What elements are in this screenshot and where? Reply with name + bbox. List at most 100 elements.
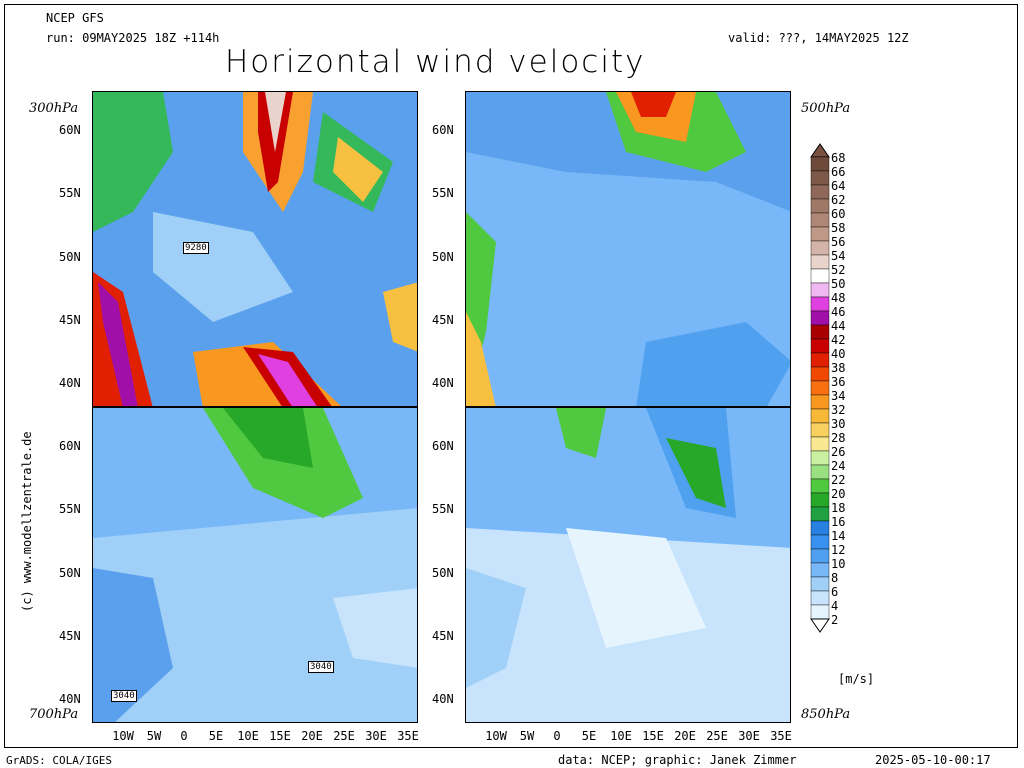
colorbar-tick-label: 42	[831, 333, 846, 347]
lat-label: 50N	[59, 566, 81, 580]
colorbar-tick-label: 16	[831, 515, 846, 529]
level-label-300: 300hPa	[29, 101, 79, 116]
valid-label: valid: ???, 14MAY2025 12Z	[728, 31, 909, 45]
lat-label: 45N	[432, 629, 454, 643]
lat-label: 60N	[432, 439, 454, 453]
wind-map-500hpa	[466, 92, 790, 406]
level-label-850: 850hPa	[801, 707, 851, 722]
colorbar-tick-label: 50	[831, 277, 846, 291]
colorbar-swatch	[810, 268, 830, 284]
chart-title: Horizontal wind velocity	[225, 44, 646, 80]
colorbar-tick-label: 20	[831, 487, 846, 501]
lat-label: 55N	[59, 502, 81, 516]
colorbar-swatch	[810, 492, 830, 508]
colorbar-swatch	[810, 380, 830, 396]
lat-label: 40N	[432, 376, 454, 390]
colorbar-swatch	[810, 296, 830, 312]
colorbar-tick-label: 52	[831, 263, 846, 277]
colorbar-tick-label: 62	[831, 193, 846, 207]
colorbar	[810, 143, 830, 633]
lon-label: 20E	[301, 729, 323, 743]
colorbar-swatch	[810, 464, 830, 480]
lat-label: 45N	[59, 313, 81, 327]
colorbar-tick-label: 6	[831, 585, 839, 599]
lat-label: 45N	[432, 313, 454, 327]
colorbar-swatch	[810, 212, 830, 228]
lon-label: 15E	[642, 729, 664, 743]
colorbar-top-arrow	[810, 143, 830, 158]
footer-credit: data: NCEP; graphic: Janek Zimmer	[558, 753, 797, 767]
wind-map-700hpa	[93, 408, 417, 722]
panel-700hpa: 3040 3040	[92, 407, 418, 723]
lon-label: 5W	[519, 729, 535, 743]
colorbar-tick-label: 22	[831, 473, 846, 487]
lat-label: 55N	[432, 186, 454, 200]
unit-label: [m/s]	[838, 672, 875, 686]
colorbar-swatch	[810, 422, 830, 438]
level-label-500: 500hPa	[801, 101, 851, 116]
footer-left: GrADS: COLA/IGES	[6, 754, 112, 767]
colorbar-tick-label: 64	[831, 179, 846, 193]
lat-label: 40N	[432, 692, 454, 706]
colorbar-bottom-arrow	[810, 618, 830, 633]
colorbar-tick-label: 68	[831, 151, 846, 165]
colorbar-swatch	[810, 184, 830, 200]
colorbar-swatch	[810, 576, 830, 592]
colorbar-tick-label: 14	[831, 529, 846, 543]
lat-label: 40N	[59, 376, 81, 390]
lon-label: 25E	[706, 729, 728, 743]
colorbar-swatch	[810, 240, 830, 256]
wind-map-850hpa	[466, 408, 790, 722]
colorbar-tick-label: 30	[831, 417, 846, 431]
wind-map-300hpa	[93, 92, 417, 406]
lat-label: 55N	[59, 186, 81, 200]
colorbar-tick-label: 54	[831, 249, 846, 263]
colorbar-swatch	[810, 408, 830, 424]
run-label: run: 09MAY2025 18Z +114h	[46, 31, 220, 45]
colorbar-swatch	[810, 310, 830, 326]
lon-label: 30E	[365, 729, 387, 743]
colorbar-swatch	[810, 450, 830, 466]
colorbar-swatch	[810, 156, 830, 172]
colorbar-swatch	[810, 170, 830, 186]
lon-label: 35E	[397, 729, 419, 743]
colorbar-tick-label: 4	[831, 599, 839, 613]
colorbar-tick-label: 66	[831, 165, 846, 179]
colorbar-tick-label: 18	[831, 501, 846, 515]
lon-label: 15E	[269, 729, 291, 743]
lon-label: 10E	[237, 729, 259, 743]
colorbar-swatch	[810, 562, 830, 578]
colorbar-tick-label: 46	[831, 305, 846, 319]
chart-frame	[4, 4, 1018, 748]
colorbar-swatch	[810, 604, 830, 620]
colorbar-swatch	[810, 478, 830, 494]
colorbar-tick-label: 58	[831, 221, 846, 235]
colorbar-tick-label: 10	[831, 557, 846, 571]
lat-label: 50N	[59, 250, 81, 264]
lon-label: 0	[180, 729, 188, 743]
lat-label: 50N	[432, 566, 454, 580]
lat-label: 50N	[432, 250, 454, 264]
colorbar-swatch	[810, 254, 830, 270]
colorbar-tick-label: 8	[831, 571, 839, 585]
lon-label: 30E	[738, 729, 760, 743]
lon-label: 5W	[146, 729, 162, 743]
colorbar-swatch	[810, 506, 830, 522]
lon-label: 10W	[112, 729, 134, 743]
lon-label: 5E	[581, 729, 597, 743]
colorbar-swatch	[810, 338, 830, 354]
lon-label: 10E	[610, 729, 632, 743]
colorbar-tick-label: 44	[831, 319, 846, 333]
colorbar-tick-label: 34	[831, 389, 846, 403]
colorbar-swatch	[810, 282, 830, 298]
copyright-label: (c) www.modellzentrale.de	[20, 431, 34, 612]
lon-label: 20E	[674, 729, 696, 743]
colorbar-tick-label: 28	[831, 431, 846, 445]
model-label: NCEP GFS	[46, 11, 104, 25]
panel-300hpa: 9280	[92, 91, 418, 407]
panel-850hpa	[465, 407, 791, 723]
lat-label: 40N	[59, 692, 81, 706]
colorbar-tick-label: 12	[831, 543, 846, 557]
lon-label: 35E	[770, 729, 792, 743]
lon-label: 25E	[333, 729, 355, 743]
